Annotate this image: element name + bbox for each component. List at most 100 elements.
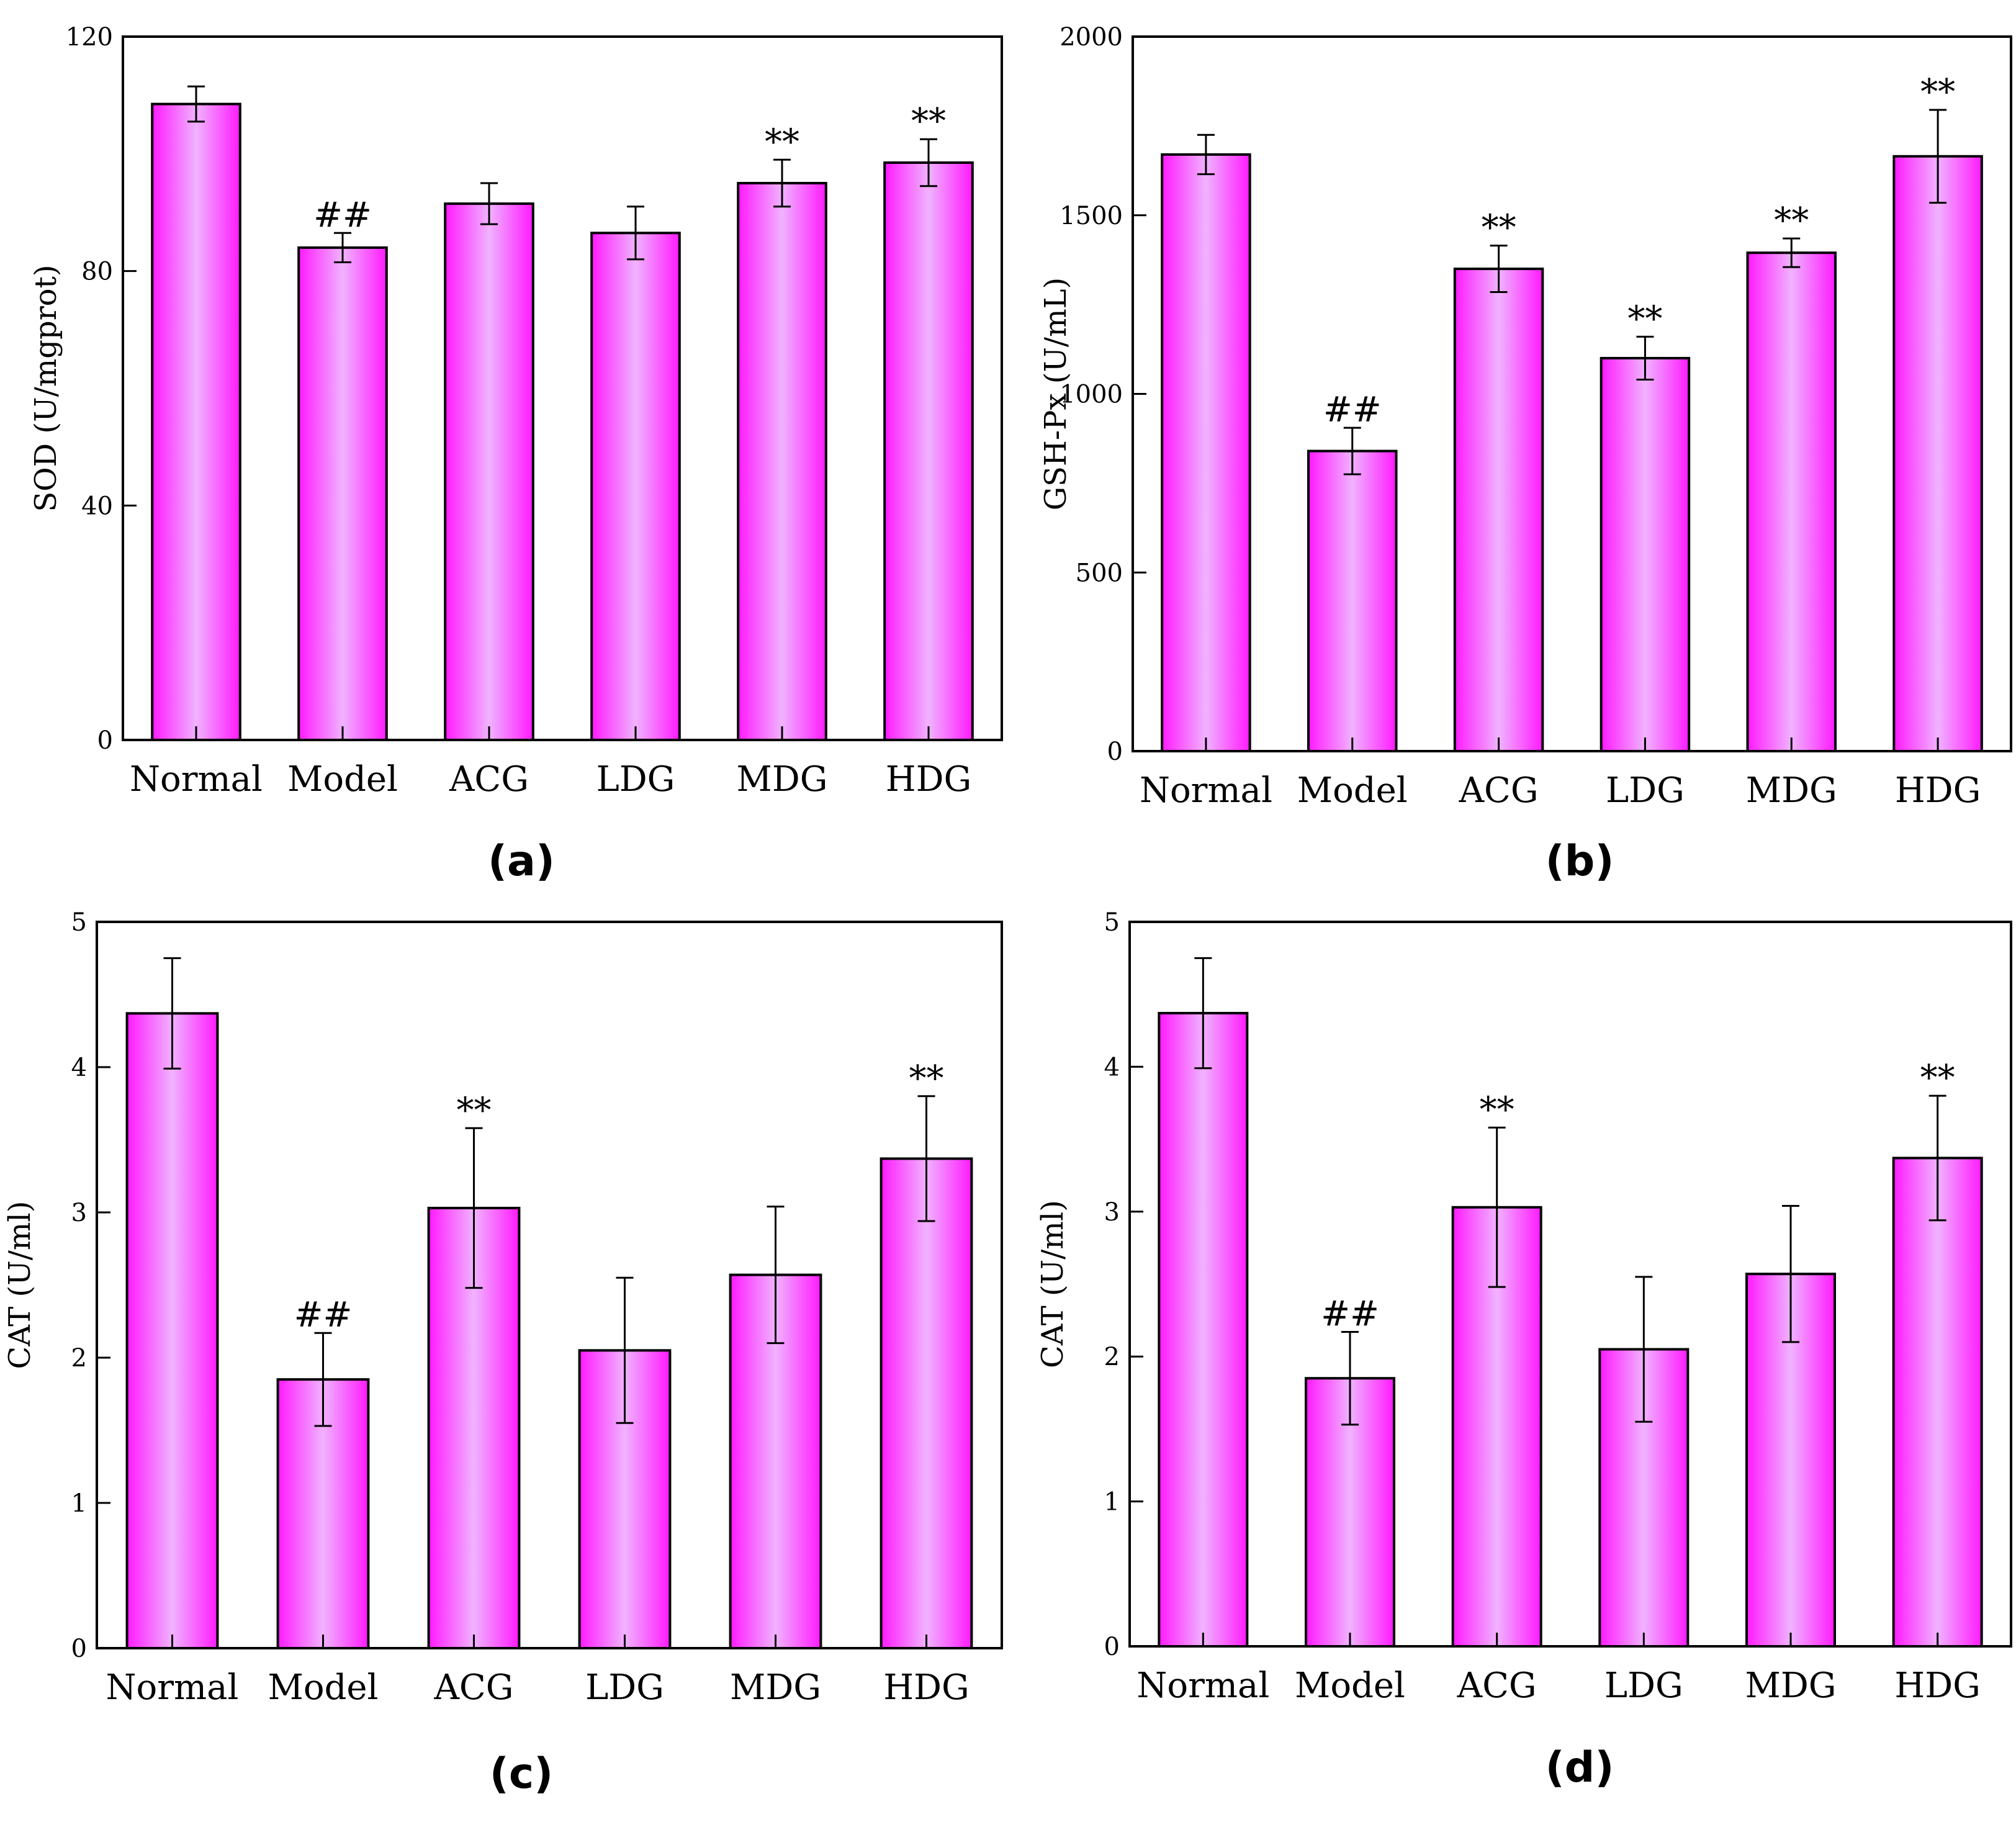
error-bar	[1488, 1126, 1506, 1288]
error-bar	[187, 85, 205, 123]
y-tick-label: 1	[1104, 1488, 1120, 1517]
significance-label: **	[909, 1058, 944, 1099]
x-tick-label: Normal	[1140, 770, 1272, 811]
y-tick-label: 3	[1104, 1198, 1120, 1227]
significance-label: ##	[294, 1295, 353, 1335]
x-tick-label: HDG	[1895, 770, 1981, 811]
significance-label: **	[457, 1090, 492, 1130]
bar-ldg	[590, 232, 681, 741]
y-tick-label: 5	[1104, 908, 1120, 937]
error-bar	[1782, 1204, 1799, 1343]
y-tick-label: 1000	[1060, 381, 1123, 409]
error-bar	[1343, 426, 1361, 476]
y-tick-label: 0	[71, 1635, 87, 1663]
y-tick-label: 500	[1076, 559, 1123, 587]
error-bar	[917, 1095, 935, 1222]
x-tick-label: ACG	[433, 1667, 513, 1708]
y-tick-label: 2000	[1060, 23, 1123, 52]
panel-label: (b)	[1546, 837, 1614, 886]
bar-model	[297, 246, 388, 741]
y-tick-label: 3	[71, 1199, 87, 1227]
y-tick-label: 1	[71, 1489, 87, 1518]
x-tick-label: ACG	[1457, 1666, 1537, 1706]
plot-frame	[96, 921, 1003, 1649]
bar-normal	[125, 1012, 219, 1650]
x-tick-label: ACG	[1459, 770, 1539, 811]
x-tick-label: LDG	[1604, 1666, 1683, 1706]
x-tick-label: Normal	[130, 759, 263, 800]
panel-label: (a)	[488, 837, 555, 886]
plot-frame	[1128, 921, 2012, 1648]
error-bar	[767, 1206, 785, 1345]
error-bar	[1194, 957, 1212, 1070]
y-tick-label: 40	[81, 492, 113, 520]
panel-label: (c)	[490, 1749, 553, 1798]
significance-label: **	[1482, 208, 1516, 248]
error-bar	[1636, 335, 1654, 381]
error-bar	[465, 1127, 483, 1289]
significance-label: **	[1774, 201, 1809, 241]
significance-label: ##	[313, 195, 372, 235]
y-tick-label: 0	[1107, 737, 1123, 766]
significance-label: **	[911, 101, 946, 142]
bar-mdg	[737, 182, 827, 741]
y-tick-label: 5	[71, 908, 87, 937]
plot-frame	[1132, 35, 2012, 752]
bar-hdg	[1892, 1157, 1983, 1648]
y-tick-label: 0	[1104, 1633, 1120, 1661]
x-tick-label: Model	[1295, 1666, 1405, 1706]
y-tick-label: 80	[81, 258, 113, 286]
error-bar	[1929, 109, 1947, 204]
significance-label: **	[1920, 1058, 1955, 1098]
plot-frame	[122, 35, 1003, 741]
significance-label: **	[1627, 299, 1662, 339]
panel-d: Normal ## Model ** ACG LDG MDG ** HDG 0 1 2 3 4 5 CAT (…	[1035, 908, 2012, 1792]
bar-hdg	[1892, 155, 1983, 753]
x-tick-label: MDG	[1746, 770, 1837, 811]
error-bar	[773, 158, 791, 208]
x-tick-label: Model	[268, 1667, 379, 1708]
y-axis-label: SOD (U/mgprot)	[29, 264, 63, 512]
error-bar	[1197, 133, 1215, 176]
error-bar	[480, 182, 498, 225]
significance-label: **	[1920, 72, 1955, 112]
bar-acg	[1453, 268, 1544, 752]
bar-model	[1307, 449, 1398, 753]
bar-normal	[1158, 1012, 1249, 1648]
significance-label: **	[1480, 1089, 1514, 1130]
significance-label: ##	[1321, 1294, 1379, 1335]
x-tick-label: LDG	[596, 759, 675, 800]
y-tick-label: 120	[66, 23, 113, 52]
y-tick-label: 4	[1104, 1053, 1120, 1081]
x-tick-label: HDG	[1894, 1666, 1980, 1706]
y-tick-label: 2	[1104, 1343, 1120, 1371]
bar-acg	[444, 202, 534, 741]
y-tick-label: 1500	[1060, 202, 1123, 230]
error-bar	[314, 1332, 332, 1427]
x-tick-label: Model	[1297, 770, 1408, 811]
x-tick-label: HDG	[883, 1667, 969, 1708]
error-bar	[920, 138, 937, 187]
error-bar	[1928, 1094, 1946, 1222]
x-tick-label: LDG	[585, 1667, 664, 1708]
bar-normal	[1161, 153, 1251, 753]
bar-normal	[151, 102, 241, 741]
x-tick-label: MDG	[1745, 1666, 1837, 1706]
y-tick-label: 4	[71, 1053, 87, 1082]
x-tick-label: LDG	[1606, 770, 1685, 811]
error-bar	[1341, 1331, 1359, 1426]
significance-label: **	[765, 122, 799, 162]
error-bar	[1783, 237, 1801, 268]
error-bar	[627, 205, 644, 261]
y-axis-label: CAT (U/ml)	[1035, 1200, 1070, 1368]
error-bar	[1635, 1276, 1653, 1423]
x-tick-label: Model	[287, 759, 398, 800]
panel-b: Normal ## Model ** ACG ** LDG ** MDG ** HDG 0 500 100…	[1038, 23, 2012, 886]
x-tick-label: MDG	[730, 1667, 821, 1708]
y-axis-label: CAT (U/ml)	[2, 1201, 37, 1369]
x-tick-label: ACG	[449, 759, 529, 800]
error-bar	[1490, 245, 1508, 293]
y-tick-label: 0	[97, 726, 113, 755]
bar-ldg	[1600, 356, 1691, 752]
